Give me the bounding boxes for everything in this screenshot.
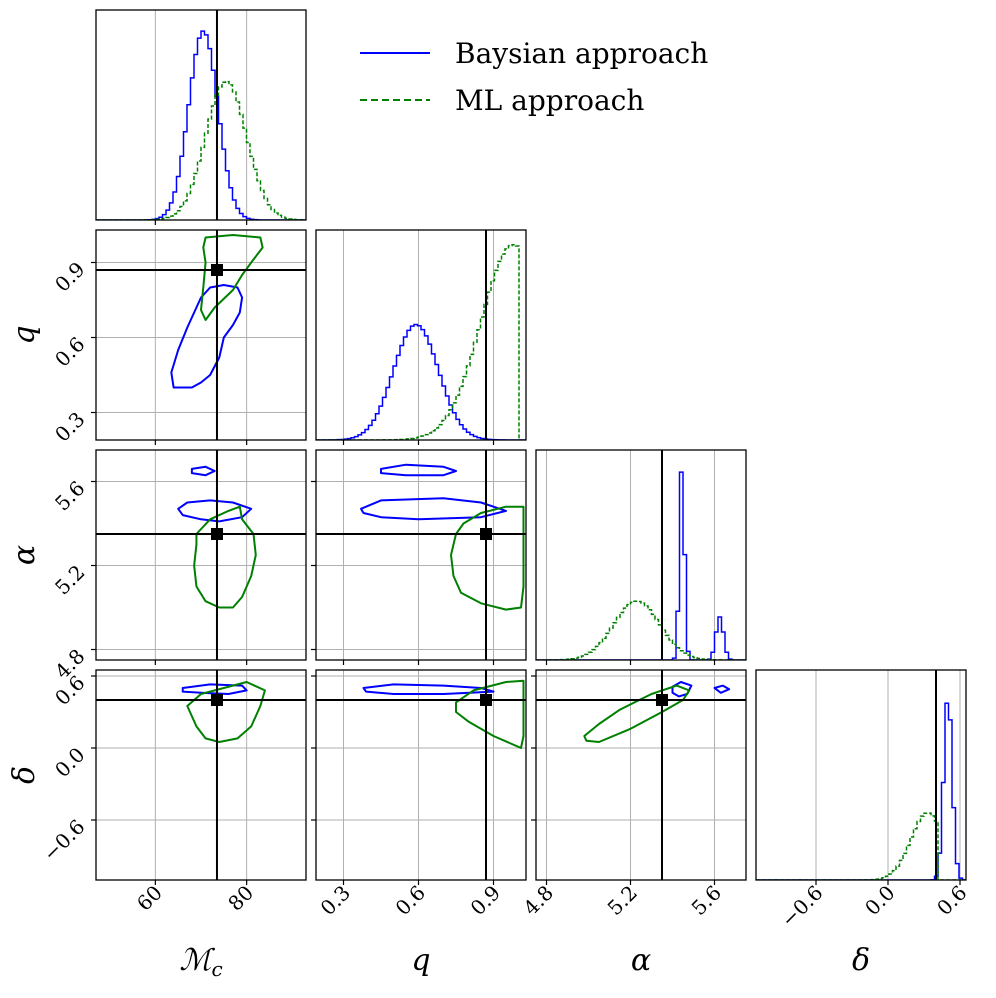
panels-layer <box>91 9 967 885</box>
contour-baysian-delta_mc-0 <box>181 683 248 695</box>
contour-baysian-delta_q-0 <box>362 683 495 695</box>
y-tick-label-alpha: 5.2 <box>50 560 89 599</box>
panel-frame <box>95 229 307 441</box>
contour-baysian-alpha_mc-0 <box>190 465 216 477</box>
histogram-ml-alpha <box>536 600 746 660</box>
contour-baysian-q_mc-0 <box>170 284 244 389</box>
y-tick-label-q: 0.6 <box>50 332 89 371</box>
panel-frame <box>95 449 307 661</box>
contour-baysian-alpha_mc-1 <box>177 499 253 523</box>
panel-frame <box>535 449 747 661</box>
x-tick-label-alpha: 5.2 <box>603 881 642 920</box>
x-tick-label-mc: 80 <box>223 881 258 916</box>
contour-ml-delta_q-0 <box>455 679 525 749</box>
contour-ml-delta_alpha-0 <box>583 684 691 743</box>
panel-q-q <box>315 229 527 445</box>
panel-delta-mc <box>91 669 307 885</box>
truth-marker-alpha_q <box>480 528 492 540</box>
panel-frame <box>315 669 527 881</box>
y-axis-label-alpha: α <box>7 545 42 565</box>
x-axis-label-alpha: α <box>631 943 651 978</box>
y-tick-label-alpha: 5.6 <box>50 476 89 515</box>
histogram-ml-mc <box>96 80 306 220</box>
x-axis-label-delta: δ <box>852 943 870 978</box>
x-tick-label-q: 0.9 <box>466 881 505 920</box>
x-tick-label-alpha: 5.6 <box>687 881 726 920</box>
truth-marker-delta_q <box>480 694 492 706</box>
truth-marker-alpha_mc <box>210 528 223 540</box>
legend-label-baysian: Baysian approach <box>455 37 708 70</box>
x-tick-label-delta: 0.0 <box>860 881 899 920</box>
x-axis-label-subscript: c <box>211 957 222 981</box>
x-tick-label-q: 0.3 <box>316 881 355 920</box>
x-tick-label-mc: 60 <box>132 881 167 916</box>
y-axis-label-q: q <box>7 325 42 344</box>
x-tick-label-q: 0.6 <box>391 881 430 920</box>
x-tick-label-alpha: 4.8 <box>519 881 558 920</box>
panel-frame <box>95 669 307 881</box>
panel-delta-alpha <box>531 669 747 885</box>
histogram-ml-delta <box>756 812 966 880</box>
y-tick-label-delta: −0.6 <box>38 815 89 866</box>
y-tick-label-delta: 0.6 <box>50 671 89 710</box>
contour-ml-q_mc-0 <box>200 234 264 321</box>
x-axis-label-mc: ℳc <box>179 943 222 981</box>
contour-baysian-alpha_q-0 <box>380 463 457 477</box>
contour-baysian-alpha_q-1 <box>360 497 507 521</box>
x-axis-label-q: q <box>411 943 430 978</box>
contour-ml-alpha_q-0 <box>450 505 525 611</box>
legend-label-ml: ML approach <box>455 84 644 117</box>
panel-frame <box>315 449 527 661</box>
truth-marker-delta_alpha <box>656 694 668 706</box>
y-axis-label-delta: δ <box>7 766 42 784</box>
contour-baysian-delta_alpha-1 <box>713 684 731 694</box>
histogram-baysian-q <box>316 323 526 440</box>
truth-marker-q_mc <box>210 264 223 276</box>
panel-alpha-q <box>311 449 527 665</box>
panel-alpha-alpha <box>535 449 747 665</box>
panel-frame <box>535 669 747 881</box>
y-tick-label-q: 0.3 <box>50 407 89 446</box>
panel-q-mc <box>91 229 307 445</box>
y-tick-label-q: 0.9 <box>50 257 89 296</box>
truth-marker-delta_mc <box>210 694 223 706</box>
x-tick-label-delta: 0.6 <box>932 881 971 920</box>
panel-delta-delta <box>755 669 967 885</box>
histogram-ml-q <box>316 243 526 440</box>
panel-mc-mc <box>95 9 307 225</box>
y-tick-label-delta: 0.0 <box>50 743 89 782</box>
panel-delta-q <box>311 669 527 885</box>
legend: Baysian approach ML approach <box>360 37 708 117</box>
histogram-baysian-mc <box>96 30 306 220</box>
histogram-baysian-delta <box>756 702 966 880</box>
x-tick-label-delta: −0.6 <box>776 881 827 932</box>
panel-frame <box>95 9 307 221</box>
panel-frame <box>315 229 527 441</box>
panel-frame <box>755 669 967 881</box>
contour-ml-delta_mc-0 <box>186 681 266 743</box>
contour-ml-alpha_mc-0 <box>193 505 257 609</box>
panel-alpha-mc <box>91 449 307 665</box>
